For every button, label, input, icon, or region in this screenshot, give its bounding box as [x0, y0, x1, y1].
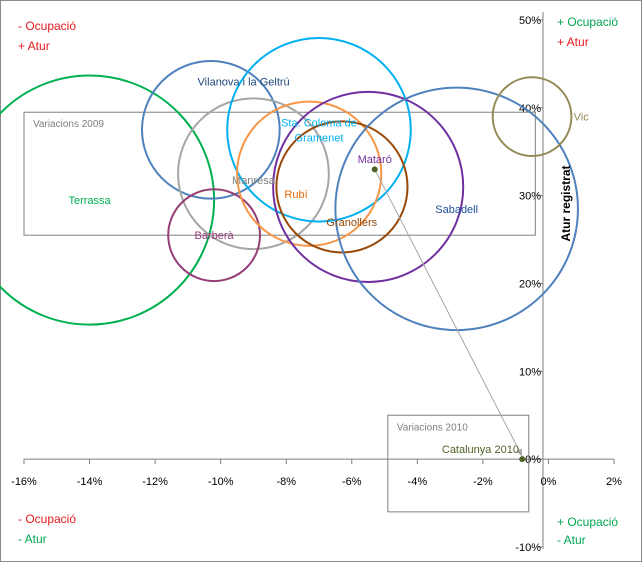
x-tick-label: -14% [77, 476, 103, 488]
axes: -16% -14% -12% -10% -8% -6% -4% -2% 0% 2% -10% 0% 10… [11, 12, 622, 554]
x-tick-label: 0% [540, 476, 556, 488]
variation-box-title: Variacions 2009 [33, 119, 104, 130]
quadrant-top-right-line1: + Ocupació [557, 15, 618, 29]
bubble-labels: Terrassa Vilanova i la Geltrú Manresa Barbe… [68, 76, 589, 242]
bubbles [0, 37, 579, 332]
bubble-label: Rubí [284, 189, 307, 201]
bubble [272, 90, 465, 283]
quadrant-bottom-left-line2: - Atur [18, 532, 47, 546]
bubble-label: Sabadell [435, 204, 478, 216]
bubble-label: Granollers [326, 217, 377, 229]
bubble [236, 100, 383, 247]
catalunya-point-label: Catalunya 2010 [442, 444, 519, 456]
arrow-and-points: Catalunya 2010 [371, 166, 526, 463]
y-tick-label: 30% [519, 191, 541, 203]
variation-box [23, 111, 536, 236]
trend-arrow [374, 169, 523, 457]
x-tick-label: -2% [473, 476, 493, 488]
bubble [167, 188, 262, 283]
x-tick-label: -8% [276, 476, 296, 488]
bubble [334, 86, 579, 332]
quadrant-bottom-right-line1: + Ocupació [557, 515, 618, 529]
variation-box [387, 414, 530, 513]
quadrant-top-right-line2: + Atur [557, 35, 589, 49]
bubble-label: Vilanova i la Geltrú [198, 76, 290, 88]
bubble-label: Vic [574, 112, 590, 124]
y-tick-label: 50% [519, 15, 541, 27]
quadrant-top-left-line1: - Ocupació [18, 19, 76, 33]
catalunya-point [371, 166, 378, 173]
bubble [275, 120, 409, 254]
quadrant-bottom-right-line2: - Atur [557, 533, 586, 547]
x-tick-label: -12% [142, 476, 168, 488]
bubble [226, 37, 412, 223]
bubble-label: Manresa [232, 175, 276, 187]
variation-box-title: Variacions 2010 [397, 422, 468, 433]
y-tick-label: 10% [519, 366, 541, 378]
x-tick-label: -4% [408, 476, 428, 488]
bubble-label: Gramenet [295, 132, 344, 144]
bubble [0, 74, 216, 326]
bubble-label: Sta. Coloma de [281, 117, 357, 129]
x-tick-label: -6% [342, 476, 362, 488]
y-tick-label: 0% [525, 454, 541, 466]
bubble [491, 76, 573, 157]
trend-arrow-head [516, 448, 523, 457]
y-tick-label: -10% [515, 542, 541, 554]
bubble [177, 97, 330, 251]
quadrant-top-left-line2: + Atur [18, 39, 50, 53]
quadrant-bottom-left-line1: - Ocupació [18, 512, 76, 526]
y-tick-label: 20% [519, 279, 541, 291]
variation-boxes: Variacions 2009 Variacions 2010 [23, 111, 536, 513]
bubble [141, 59, 281, 200]
y-axis-label: Atur registrat [559, 165, 573, 241]
catalunya-point [519, 456, 526, 463]
x-tick-label: -10% [208, 476, 234, 488]
x-tick-label: -16% [11, 476, 37, 488]
bubble-label: Barberà [195, 230, 235, 242]
x-tick-label: 2% [606, 476, 622, 488]
bubble-label: Terrassa [68, 195, 111, 207]
bubble-label: Mataró [358, 154, 392, 166]
